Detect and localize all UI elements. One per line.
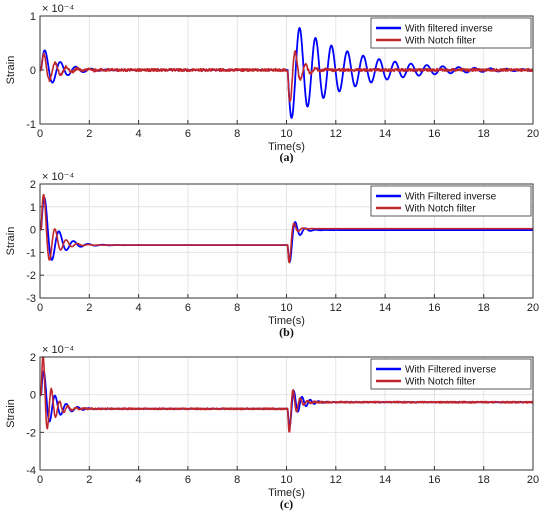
- chart-panel-b: 0 2 4 6 8 10 12 14 16 18 20-3-2-1012× 10⁻⁴StrainTi…: [5, 171, 539, 339]
- x-tick-label: 14: [379, 474, 391, 486]
- x-tick-label: 6: [185, 302, 191, 314]
- y-tick-label: -3: [26, 293, 36, 305]
- y-tick-label: 2: [30, 179, 36, 191]
- y-multiplier: × 10⁻⁴: [42, 171, 75, 183]
- y-multiplier: × 10⁻⁴: [42, 344, 75, 356]
- legend-label: With Notch filter: [405, 377, 476, 388]
- x-tick-label: 16: [428, 302, 440, 314]
- x-tick-label: 4: [136, 474, 142, 486]
- y-tick-label: 2: [30, 352, 36, 364]
- x-tick-label: 16: [428, 474, 440, 486]
- x-tick-label: 8: [234, 128, 240, 140]
- y-tick-label: -1: [26, 119, 36, 131]
- chart-panel-a: 0 2 4 6 8 10 12 14 16 18 20-101× 10⁻⁴StrainTime(s)…: [5, 3, 539, 164]
- x-tick-label: 10: [280, 128, 292, 140]
- x-tick-label: 2: [86, 302, 92, 314]
- x-tick-label: 18: [478, 474, 490, 486]
- x-tick-label: 6: [185, 128, 191, 140]
- chart-panel-c: 0 2 4 6 8 10 12 14 16 18 20-4-202× 10⁻⁴StrainTime(…: [5, 344, 539, 511]
- y-tick-label: -1: [26, 247, 36, 259]
- x-tick-label: 12: [330, 128, 342, 140]
- x-tick-label: 2: [86, 474, 92, 486]
- x-tick-label: 20: [527, 302, 539, 314]
- y-tick-label: 1: [30, 202, 36, 214]
- y-axis-label: Strain: [5, 56, 17, 85]
- y-tick-label: -2: [26, 427, 36, 439]
- legend: With Filtered inverseWith Notch filter: [371, 359, 531, 389]
- x-tick-label: 10: [280, 302, 292, 314]
- legend: With filtered inverseWith Notch filter: [371, 18, 531, 48]
- legend-label: With Notch filter: [405, 36, 476, 47]
- y-axis-label: Strain: [5, 227, 17, 256]
- x-tick-label: 2: [86, 128, 92, 140]
- x-tick-label: 14: [379, 128, 391, 140]
- y-tick-label: -4: [26, 465, 36, 477]
- x-tick-label: 8: [234, 474, 240, 486]
- x-tick-label: 6: [185, 474, 191, 486]
- x-tick-label: 0: [37, 302, 43, 314]
- x-tick-label: 16: [428, 128, 440, 140]
- x-tick-label: 20: [527, 474, 539, 486]
- y-tick-label: 0: [30, 225, 36, 237]
- x-tick-label: 0: [37, 474, 43, 486]
- x-tick-label: 18: [478, 128, 490, 140]
- panel-label: (a): [280, 150, 294, 164]
- legend-label: With Notch filter: [405, 204, 476, 215]
- legend-label: With Filtered inverse: [405, 365, 497, 376]
- y-axis-label: Strain: [5, 399, 17, 428]
- panel-label: (b): [279, 325, 294, 339]
- x-tick-label: 14: [379, 302, 391, 314]
- legend-label: With filtered inverse: [405, 24, 493, 35]
- y-multiplier: × 10⁻⁴: [42, 3, 75, 15]
- x-tick-label: 18: [478, 302, 490, 314]
- x-tick-label: 4: [136, 302, 142, 314]
- x-tick-label: 12: [330, 302, 342, 314]
- y-tick-label: 1: [30, 11, 36, 23]
- legend: With Filtered inverseWith Notch filter: [371, 186, 531, 216]
- x-tick-label: 0: [37, 128, 43, 140]
- x-tick-label: 12: [330, 474, 342, 486]
- x-tick-label: 10: [280, 474, 292, 486]
- x-tick-label: 8: [234, 302, 240, 314]
- y-tick-label: 0: [30, 65, 36, 77]
- y-tick-label: 0: [30, 390, 36, 402]
- x-tick-label: 20: [527, 128, 539, 140]
- panel-label: (c): [280, 497, 293, 511]
- x-tick-label: 4: [136, 128, 142, 140]
- y-tick-label: -2: [26, 270, 36, 282]
- legend-label: With Filtered inverse: [405, 192, 497, 203]
